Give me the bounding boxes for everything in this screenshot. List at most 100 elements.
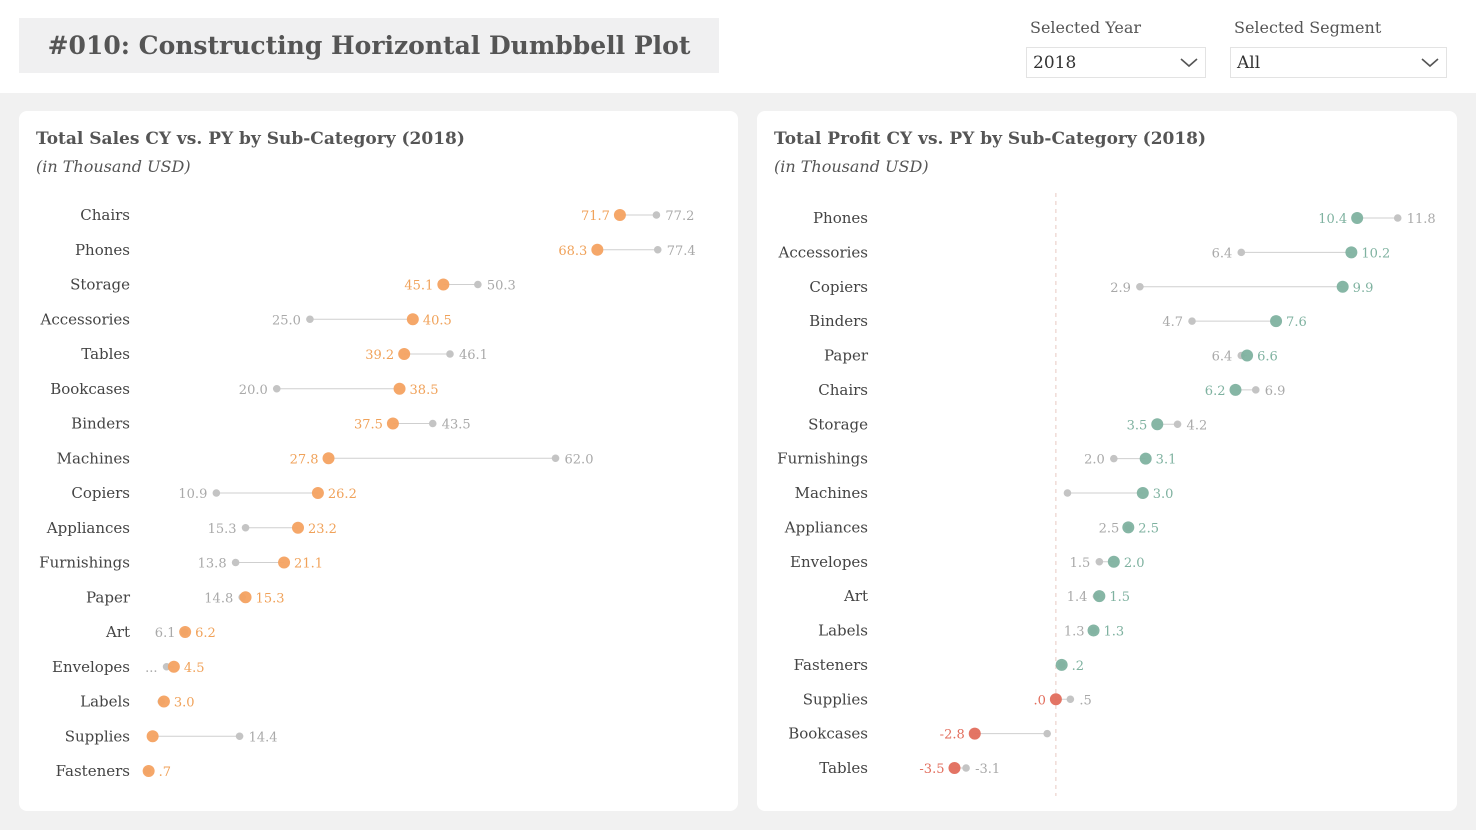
py-data-label: 43.5	[442, 418, 471, 433]
profit-chart-card: Total Profit CY vs. PY by Sub-Category (…	[757, 111, 1457, 811]
segment-filter: Selected Segment All	[1230, 18, 1447, 78]
category-label: Machines	[57, 449, 130, 467]
cy-point	[239, 591, 252, 604]
category-label: Machines	[795, 484, 868, 502]
category-label: Furnishings	[777, 450, 868, 468]
sales-dumbbell-chart: Chairs 71.7 77.2 Phones 68.3 77.4 Storage 45.1 5…	[39, 206, 696, 780]
cy-data-label: .7	[159, 765, 171, 780]
cy-data-label: 2.5	[1138, 521, 1159, 536]
py-data-label: 2.9	[1110, 281, 1131, 296]
py-point	[1095, 557, 1104, 566]
profit-chart-title: Total Profit CY vs. PY by Sub-Category (…	[774, 129, 1207, 149]
cy-data-label: 9.9	[1353, 281, 1374, 296]
cy-point	[1351, 212, 1364, 224]
cy-point	[1336, 280, 1349, 293]
cy-data-label: 3.5	[1127, 418, 1148, 433]
chevron-down-icon[interactable]	[1420, 54, 1440, 70]
cy-data-label: 39.2	[365, 348, 394, 363]
cy-data-label: 68.3	[558, 244, 587, 259]
category-label: Fasteners	[56, 762, 130, 780]
category-label: Art	[105, 623, 130, 641]
cy-point	[386, 417, 399, 430]
category-label: Labels	[80, 693, 130, 711]
py-point	[231, 558, 240, 567]
py-point	[1188, 317, 1196, 325]
cy-point	[406, 313, 419, 326]
py-data-label: 4.7	[1162, 315, 1183, 330]
cy-point	[1241, 349, 1254, 362]
py-data-label: 25.0	[272, 313, 301, 328]
py-data-label: 2.5	[1099, 521, 1120, 536]
py-data-label: 10.9	[178, 487, 207, 502]
py-data-label: 14.4	[249, 730, 278, 745]
category-label: Supplies	[803, 690, 868, 708]
segment-dropdown[interactable]: All	[1230, 47, 1447, 78]
cy-data-label: 1.3	[1104, 625, 1125, 640]
cy-point	[1151, 418, 1164, 431]
year-dropdown-value: 2018	[1033, 53, 1077, 73]
segment-filter-label: Selected Segment	[1234, 18, 1382, 37]
sales-chart-card: Total Sales CY vs. PY by Sub-Category (2…	[19, 111, 738, 811]
cy-data-label: 3.1	[1156, 453, 1177, 468]
category-label: Chairs	[80, 206, 130, 224]
py-data-label: 11.8	[1407, 212, 1436, 227]
py-data-label: 46.1	[459, 348, 488, 363]
chevron-down-icon[interactable]	[1179, 54, 1199, 70]
segment-dropdown-value: All	[1237, 53, 1261, 73]
category-label: Supplies	[65, 727, 130, 745]
cy-point	[1093, 590, 1106, 603]
cy-point	[322, 452, 335, 465]
cy-point	[968, 727, 981, 740]
dashboard-title: #010: Constructing Horizontal Dumbbell P…	[47, 31, 691, 60]
category-label: Storage	[808, 415, 868, 433]
cy-point	[142, 765, 155, 777]
py-data-label: 6.4	[1212, 246, 1233, 261]
cy-data-label: 6.2	[1205, 384, 1226, 399]
py-point	[428, 419, 437, 428]
cy-data-label: 3.0	[174, 696, 195, 711]
cy-point	[1345, 246, 1358, 259]
cy-data-label: 10.4	[1318, 212, 1347, 227]
py-point	[1066, 695, 1075, 704]
py-point	[1173, 420, 1182, 429]
cy-point	[157, 695, 170, 708]
cy-data-label: 27.8	[290, 452, 319, 467]
py-point	[1110, 454, 1118, 463]
year-filter-label: Selected Year	[1030, 18, 1142, 37]
cy-data-label: 10.2	[1361, 246, 1390, 261]
py-point	[1043, 729, 1051, 738]
sales-chart-subtitle: (in Thousand USD)	[36, 157, 191, 176]
category-label: Appliances	[784, 518, 868, 536]
category-label: Copiers	[71, 484, 130, 502]
year-filter: Selected Year 2018	[1026, 18, 1206, 78]
py-point	[653, 245, 662, 254]
py-data-label: 13.8	[198, 557, 227, 572]
cy-data-label: 1.5	[1109, 590, 1130, 605]
cy-data-label: 23.2	[308, 522, 337, 537]
cy-data-label: 26.2	[328, 487, 357, 502]
cy-point	[291, 521, 304, 534]
category-label: Copiers	[809, 278, 868, 296]
cy-data-label: 15.3	[256, 591, 285, 606]
category-label: Fasteners	[794, 656, 868, 674]
sales-chart-title: Total Sales CY vs. PY by Sub-Category (2…	[36, 129, 465, 149]
cy-point	[398, 348, 411, 360]
year-dropdown[interactable]: 2018	[1026, 47, 1206, 78]
cy-point	[948, 762, 961, 774]
cy-point	[591, 243, 604, 256]
category-label: Envelopes	[790, 553, 868, 571]
cy-point	[1270, 315, 1283, 328]
py-point	[272, 384, 281, 393]
category-label: Storage	[70, 276, 130, 294]
py-point	[1063, 489, 1072, 497]
py-point	[1237, 248, 1246, 257]
py-data-label: -3.1	[975, 762, 1000, 777]
cy-data-label: 4.5	[184, 661, 205, 676]
category-label: Accessories	[778, 243, 868, 261]
py-data-label: 1.3	[1064, 625, 1085, 640]
category-label: Bookcases	[788, 725, 868, 743]
category-label: Tables	[81, 345, 130, 363]
cy-data-label: 38.5	[410, 383, 439, 398]
cy-data-label: 6.6	[1257, 350, 1278, 365]
category-label: Binders	[809, 312, 868, 330]
